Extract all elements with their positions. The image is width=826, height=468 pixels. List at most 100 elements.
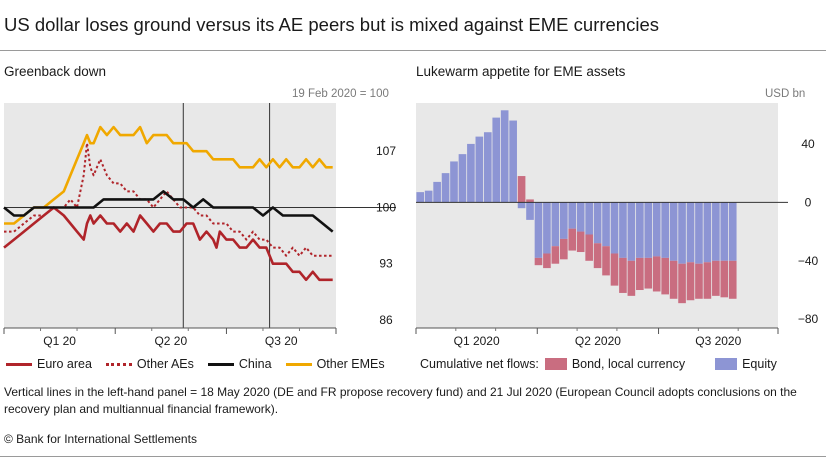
left-y-tick-label: 107 <box>376 144 396 158</box>
bar-bond <box>636 257 644 291</box>
legend-label-other-aes: Other AEs <box>136 357 194 371</box>
bar-equity <box>424 190 433 203</box>
bar-equity <box>433 181 441 203</box>
right-y-tick-label: 40 <box>801 137 815 151</box>
bar-equity <box>593 202 602 244</box>
bar-bond <box>652 256 661 292</box>
bar-equity <box>509 120 517 203</box>
bar-bond <box>526 199 534 203</box>
bar-bond <box>517 176 526 203</box>
bar-equity <box>534 202 543 258</box>
title-divider <box>0 50 826 51</box>
legend-label-euro-area: Euro area <box>37 357 92 371</box>
bar-equity <box>627 202 636 261</box>
bar-equity <box>686 202 695 263</box>
left-x-tick-label: Q2 20 <box>154 334 187 348</box>
right-y-tick-label: 0 <box>805 195 812 209</box>
left-panel-title: Greenback down <box>4 64 107 79</box>
bar-bond <box>728 260 737 299</box>
series-line-china <box>3 190 334 233</box>
bar-equity <box>560 202 568 239</box>
bar-equity <box>695 202 703 264</box>
bar-bond <box>627 260 636 296</box>
bar-equity <box>543 202 551 254</box>
legend-label-bond: Bond, local currency <box>571 357 686 371</box>
bar-equity <box>517 202 526 209</box>
bar-bond <box>602 246 610 276</box>
charts-svg: Q1 20 Q2 20 Q3 20 86 93 100 107 Q1 2020 Q2 202… <box>3 103 819 348</box>
legend-item-china: China <box>207 357 272 371</box>
bar-bond <box>576 231 585 253</box>
right-panel-unit: USD bn <box>765 88 806 100</box>
bar-equity <box>441 173 450 203</box>
series-line-other-aes <box>4 142 333 257</box>
legend-swatch-other-emes <box>285 362 312 366</box>
bar-equity <box>636 202 644 258</box>
left-x-tick-label: Q3 20 <box>265 334 298 348</box>
bar-bond <box>661 257 669 295</box>
legend-swatch-other-aes <box>105 362 132 366</box>
bar-bond <box>720 260 729 298</box>
bar-bond <box>593 243 602 269</box>
bar-bond <box>712 260 720 296</box>
bar-bond <box>669 260 678 299</box>
legend-prefix: Cumulative net flows: <box>420 357 539 371</box>
legend-swatch-equity <box>715 358 738 370</box>
bar-bond <box>560 238 568 260</box>
bar-equity <box>450 161 458 203</box>
bar-equity <box>551 202 560 247</box>
bar-equity <box>458 154 467 203</box>
series-line-euro-area <box>3 206 333 282</box>
right-x-tick-label: Q2 2020 <box>575 334 621 348</box>
bar-equity <box>610 202 619 254</box>
bar-equity <box>492 117 501 203</box>
bar-equity <box>416 192 425 203</box>
right-y-tick-label: −80 <box>798 312 819 326</box>
legend-label-equity: Equity <box>742 357 777 371</box>
legend-swatch-bond <box>544 358 567 370</box>
left-legend: Euro area Other AEs China Other EMEs <box>6 357 399 371</box>
bar-bond <box>610 253 619 286</box>
bar-equity <box>703 202 712 263</box>
bar-equity <box>619 202 627 258</box>
bar-equity <box>602 202 610 247</box>
left-y-tick-label: 100 <box>376 200 396 214</box>
chart-note: Vertical lines in the left-hand panel = … <box>4 385 797 416</box>
right-x-tick-label: Q3 2020 <box>695 334 741 348</box>
legend-label-other-emes: Other EMEs <box>316 357 385 371</box>
bar-equity <box>585 202 593 235</box>
legend-item-equity: Equity <box>715 357 777 371</box>
bar-bond <box>644 257 653 289</box>
legend-swatch-euro-area <box>6 362 32 366</box>
left-x-tick-label: Q1 20 <box>43 334 76 348</box>
bar-equity <box>728 202 737 261</box>
series-line-other-emes <box>4 125 333 225</box>
legend-item-other-emes: Other EMEs <box>285 357 385 371</box>
legend-item-bond: Bond, local currency <box>544 357 686 371</box>
bar-bond <box>686 262 695 301</box>
bar-bond <box>678 263 686 304</box>
bar-bond <box>695 263 703 299</box>
bar-equity <box>576 202 585 232</box>
bar-equity <box>526 202 534 220</box>
left-y-tick-label: 93 <box>379 257 393 271</box>
bar-equity <box>712 202 720 261</box>
bar-equity <box>678 202 686 264</box>
bar-equity <box>500 110 509 203</box>
bar-equity <box>661 202 669 258</box>
bar-equity <box>467 143 475 203</box>
bar-equity <box>483 132 492 203</box>
bar-equity <box>568 202 577 229</box>
bar-equity <box>720 202 729 261</box>
right-x-tick-label: Q1 2020 <box>454 334 500 348</box>
bar-bond <box>585 234 593 261</box>
right-y-tick-label: −40 <box>798 254 819 268</box>
bar-equity <box>644 202 653 258</box>
legend-item-euro-area: Euro area <box>6 357 92 371</box>
bar-bond <box>703 262 712 299</box>
bar-bond <box>551 246 560 264</box>
page-title: US dollar loses ground versus its AE pee… <box>4 14 659 35</box>
bar-bond <box>568 228 577 251</box>
legend-swatch-china <box>207 362 234 366</box>
bottom-divider <box>0 456 826 457</box>
